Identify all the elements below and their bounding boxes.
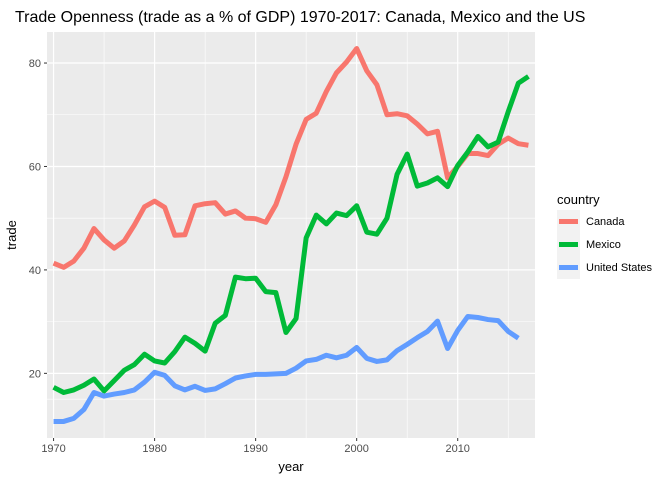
x-tick-label: 1990 <box>243 443 267 455</box>
x-tick-label: 2010 <box>445 443 469 455</box>
series-line-mexico <box>52 74 530 395</box>
legend-title: country <box>557 192 600 207</box>
y-tick-label: 40 <box>29 265 41 277</box>
x-tick-label: 2000 <box>344 443 368 455</box>
series-line-canada <box>52 46 529 270</box>
series-line-united-states <box>53 313 520 424</box>
legend-label-united-states: United States <box>586 262 653 274</box>
y-axis-label: trade <box>4 220 19 250</box>
y-tick-label: 20 <box>29 368 41 380</box>
x-axis: 1970 1980 1990 2000 2010 <box>41 438 470 455</box>
x-tick-label: 1980 <box>142 443 166 455</box>
chart-title: Trade Openness (trade as a % of GDP) 197… <box>15 9 585 26</box>
y-axis: 20 40 60 80 <box>29 58 47 380</box>
legend: country Canada Mexico United States <box>557 192 653 279</box>
x-tick-label: 1970 <box>41 443 65 455</box>
legend-label-mexico: Mexico <box>586 239 621 251</box>
y-tick-label: 80 <box>29 58 41 70</box>
x-axis-label: year <box>278 459 304 474</box>
legend-label-canada: Canada <box>586 216 625 228</box>
series-lines <box>52 46 530 424</box>
y-tick-label: 60 <box>29 161 41 173</box>
